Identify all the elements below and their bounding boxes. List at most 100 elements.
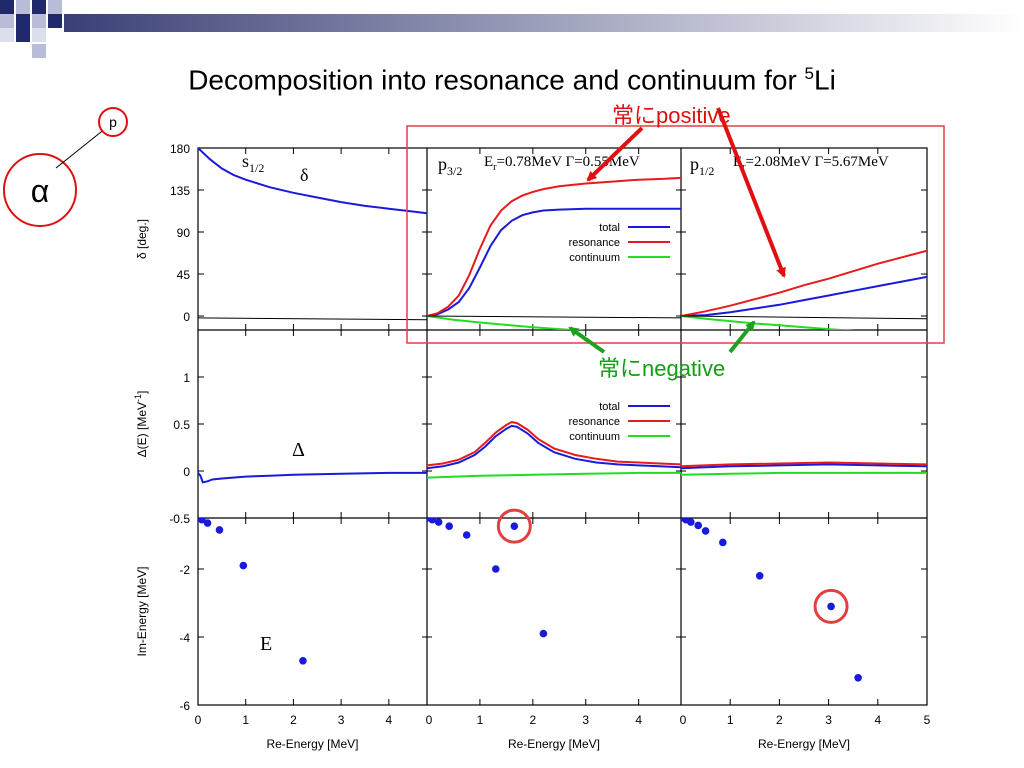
x-tick-label: 3: [825, 713, 832, 727]
y-tick-label: 90: [177, 226, 191, 240]
x-axis-label: Re-Energy [MeV]: [758, 737, 850, 751]
legend-label: total: [599, 401, 620, 413]
pole-point: [827, 602, 835, 611]
x-tick-label: 1: [727, 713, 734, 727]
x-tick-label: 4: [635, 713, 642, 727]
column-label: p1/2: [690, 154, 714, 178]
params-sub: r: [493, 162, 497, 173]
pole-point: [203, 519, 212, 527]
pole-point: [755, 572, 764, 580]
pole-point: [701, 527, 710, 535]
y-axis-label-delta: δ [deg.]: [135, 219, 149, 259]
x-tick-label: 2: [776, 713, 783, 727]
y-tick-label: 45: [177, 268, 191, 282]
x-tick-label: 4: [385, 713, 392, 727]
series-line-resonance: [427, 176, 681, 317]
pole-point: [445, 522, 454, 530]
series-line-continuum: [427, 471, 681, 479]
x-tick-label: 2: [529, 713, 536, 727]
y-tick-label: 1: [183, 371, 190, 385]
negative-arrow-left: [568, 326, 606, 354]
series-line-total: [427, 207, 681, 317]
series-line-continuum: [681, 315, 855, 330]
pole-point: [198, 518, 206, 524]
column-label-main: s: [242, 151, 249, 171]
x-tick-label: 0: [426, 713, 433, 727]
corner-decoration: [0, 0, 62, 58]
x-axis-label: Re-Energy [MeV]: [266, 737, 358, 751]
series-line-continuum: [198, 317, 427, 321]
series-line-total: [198, 148, 427, 215]
title-end: Li: [814, 64, 836, 96]
pole-point: [854, 674, 862, 682]
x-tick-label: 4: [874, 713, 881, 727]
x-tick-label: 1: [477, 713, 484, 727]
column-label-main: p: [690, 154, 699, 174]
pole-point: [434, 518, 443, 526]
series-line-continuum: [681, 315, 927, 320]
header-band: [64, 14, 1024, 32]
slide-title: Decomposition into resonance and continu…: [0, 64, 1024, 96]
series-line-resonance: [427, 421, 681, 467]
column-label-main: p: [438, 154, 447, 174]
panel-symbol-E: E: [260, 633, 272, 655]
series-line-total: [681, 463, 927, 470]
alpha-label: α: [31, 173, 50, 209]
legend-label: total: [599, 222, 620, 234]
y-tick-label: 0: [183, 465, 190, 479]
pole-point: [687, 518, 695, 526]
panel-symbol-Delta: Δ: [292, 439, 305, 461]
pole-point: [299, 657, 307, 665]
pole-highlight-circle: [813, 588, 849, 624]
params-values: =0.78MeV Γ=0.55MeV: [497, 154, 640, 170]
y-axis-label-im: Im-Energy [MeV]: [135, 566, 149, 656]
column-label: s1/2: [242, 151, 264, 175]
negative-arrow-right: [728, 320, 756, 354]
negative-annotation: 常にnegative: [598, 356, 725, 381]
params-values: =2.08MeV Γ=5.67MeV: [746, 154, 889, 170]
y-tick-label: -0.5: [169, 512, 190, 526]
y-tick-label: -2: [179, 563, 190, 577]
x-tick-label: 1: [242, 713, 249, 727]
positive-arrow-left: [586, 126, 644, 182]
pole-point: [491, 565, 500, 573]
legend-label: resonance: [569, 416, 620, 428]
series-line-total: [681, 275, 927, 317]
y-tick-label: 0.5: [173, 418, 190, 432]
legend-label: continuum: [569, 252, 620, 264]
positive-annotation: 常にpositive: [612, 103, 731, 128]
params-sub: r: [742, 162, 746, 173]
series-line-total: [427, 424, 681, 470]
series-line-resonance: [681, 461, 927, 468]
y-tick-label: -6: [179, 699, 190, 713]
pole-point: [539, 629, 548, 638]
series-line-resonance: [681, 249, 927, 317]
pole-point: [694, 521, 703, 530]
pole-point: [719, 538, 727, 547]
alpha-proton-bond: [55, 127, 107, 169]
series-line-total: [198, 471, 427, 484]
x-tick-label: 0: [195, 713, 202, 727]
series-line-continuum: [427, 315, 681, 319]
y-tick-label: -4: [179, 631, 190, 645]
y-axis-label-Delta: Δ(E) [MeV-1]: [133, 391, 149, 458]
alpha-circle: [3, 153, 77, 227]
pole-point: [462, 531, 471, 539]
series-line-continuum: [681, 471, 927, 476]
x-tick-label: 5: [924, 713, 931, 727]
pole-point: [215, 526, 224, 534]
legend-label: continuum: [569, 431, 620, 443]
x-tick-label: 0: [680, 713, 687, 727]
y-tick-label: 180: [170, 142, 190, 156]
column-params: Er=2.08MeV Γ=5.67MeV: [733, 154, 889, 173]
ylabel-main: Δ(E) [MeV: [135, 402, 149, 457]
legend-label: resonance: [569, 237, 620, 249]
ylabel-sup: -1: [133, 394, 143, 402]
positive-highlight-box: [406, 125, 945, 344]
proton-label: p: [109, 114, 117, 130]
column-label-sub: 1/2: [699, 164, 714, 178]
series-line-continuum: [427, 315, 588, 330]
pole-point: [428, 518, 437, 524]
